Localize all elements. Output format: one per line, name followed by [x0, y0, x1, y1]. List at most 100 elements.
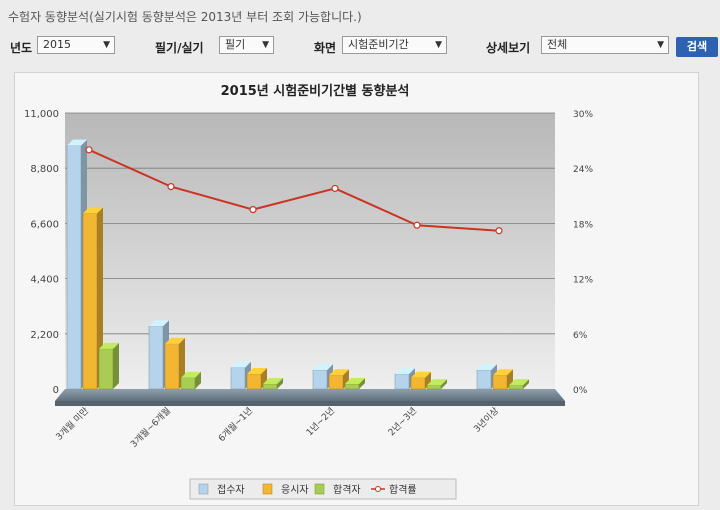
page-notice: 수험자 동향분석(실기시험 동향분석은 2013년 부터 조회 가능합니다.): [8, 10, 362, 24]
legend-swatch: [198, 483, 209, 495]
view-label: 화면: [314, 41, 337, 55]
bar-front: [262, 383, 278, 390]
bar-front: [328, 374, 344, 390]
pass-rate-point: [331, 184, 339, 193]
dropdown-arrow-icon: ▼: [435, 40, 442, 50]
bar-side: [113, 342, 119, 389]
dropdown-arrow-icon: ▼: [262, 40, 269, 50]
bar-front: [312, 369, 328, 390]
bar-top: [329, 369, 349, 376]
y-left-tick-label: 0: [53, 385, 59, 396]
bar-side: [523, 379, 529, 389]
y-right-tick-label: 30%: [573, 110, 593, 120]
y-left-tick-label: 2,200: [30, 330, 59, 341]
year-label: 년도: [10, 41, 33, 55]
x-tick-label: 3개월 미만: [53, 405, 91, 443]
legend-label: 접수자: [217, 484, 245, 496]
bar-side: [425, 371, 431, 389]
bar-front: [344, 383, 360, 390]
x-tick-label: 3개월~6개월: [128, 405, 173, 450]
detail-label: 상세보기: [486, 41, 531, 55]
pass-rate-point: [495, 227, 503, 235]
bar-top: [83, 207, 103, 214]
pass-rate-point: [249, 206, 257, 214]
y-left-tick-label: 6,600: [30, 219, 59, 230]
detail-select[interactable]: 전체 ▼: [541, 36, 669, 54]
bar-front: [148, 326, 164, 390]
bar-side: [441, 379, 447, 389]
bar-front: [246, 373, 262, 390]
plot-area: [65, 113, 555, 389]
bar-side: [195, 371, 201, 389]
bar-top: [263, 377, 283, 384]
passers-bar: [262, 377, 283, 390]
bar-top: [509, 379, 529, 386]
pass-rate-line: [88, 148, 500, 232]
bar-front: [66, 145, 82, 390]
bar-top: [345, 377, 365, 384]
y-left-tick-label: 4,400: [30, 275, 59, 286]
year-select-value: 2015: [43, 38, 71, 51]
bar-top: [411, 371, 431, 378]
legend-line-marker: [375, 486, 381, 492]
bar-top: [149, 320, 169, 327]
bar-top: [477, 364, 497, 371]
detail-select-value: 전체: [547, 38, 568, 51]
legend-swatch: [314, 483, 325, 495]
bar-front: [230, 367, 246, 390]
legend-label: 응시자: [281, 484, 309, 496]
y-right-tick-label: 0%: [573, 386, 588, 396]
chart-floor-edge: [55, 401, 565, 406]
bar-top: [165, 337, 185, 344]
pass-rate-point: [167, 182, 175, 191]
pass-rate-point: [413, 221, 421, 229]
bar-top: [313, 364, 333, 371]
passers-bar: [426, 379, 447, 390]
bar-top: [395, 367, 415, 374]
dropdown-arrow-icon: ▼: [657, 40, 664, 50]
dropdown-arrow-icon: ▼: [103, 40, 110, 50]
bar-top: [427, 379, 447, 386]
x-tick-label: 6개월~1년: [216, 405, 255, 444]
bar-front: [164, 343, 180, 390]
view-select[interactable]: 시험준비기간 ▼: [342, 36, 447, 54]
bar-top: [181, 371, 201, 378]
year-select[interactable]: 2015 ▼: [37, 36, 115, 54]
filter-bar: 년도 2015 ▼ 필기/실기 필기 ▼ 화면 시험준비기간 ▼ 상세보기 전체…: [0, 34, 720, 60]
legend-label: 합격자: [333, 483, 361, 496]
bar-front: [98, 348, 114, 390]
bar-front: [82, 213, 98, 390]
bar-top: [99, 342, 119, 349]
takers-bar: [410, 371, 431, 390]
passers-bar: [508, 379, 529, 390]
chart-floor: [55, 389, 565, 401]
y-left-tick-label: 8,800: [30, 164, 59, 175]
bar-front: [410, 377, 426, 390]
legend-swatch: [262, 483, 273, 495]
y-right-tick-label: 18%: [573, 220, 593, 230]
passers-bar: [344, 377, 365, 390]
x-tick-label: 2년~3년: [386, 405, 419, 438]
chart-title: 2015년 시험준비기간별 동향분석: [221, 83, 410, 99]
y-right-tick-label: 6%: [573, 331, 588, 341]
bar-top: [67, 139, 87, 146]
search-button[interactable]: 검색: [676, 37, 718, 57]
bar-top: [247, 367, 267, 374]
type-label: 필기/실기: [155, 41, 204, 55]
bar-side: [359, 377, 365, 389]
bar-top: [231, 361, 251, 368]
takers-bar: [492, 369, 513, 390]
bar-front: [426, 384, 442, 390]
line-layer: [85, 146, 503, 235]
trend-chart: 2015년 시험준비기간별 동향분석 0 0% 2,200 6% 4,400 12% 6,6…: [24, 83, 593, 500]
bar-top: [493, 369, 513, 376]
grid-layer: [65, 112, 555, 335]
x-tick-label: 3년이상: [472, 405, 501, 434]
y-right-tick-label: 12%: [573, 276, 593, 286]
type-select[interactable]: 필기 ▼: [219, 36, 274, 54]
y-right-tick-label: 24%: [573, 165, 593, 175]
pass-rate-point: [85, 146, 93, 154]
y-left-tick-label: 11,000: [24, 109, 59, 120]
view-select-value: 시험준비기간: [348, 38, 409, 51]
x-tick-label: 1년~2년: [304, 405, 337, 438]
